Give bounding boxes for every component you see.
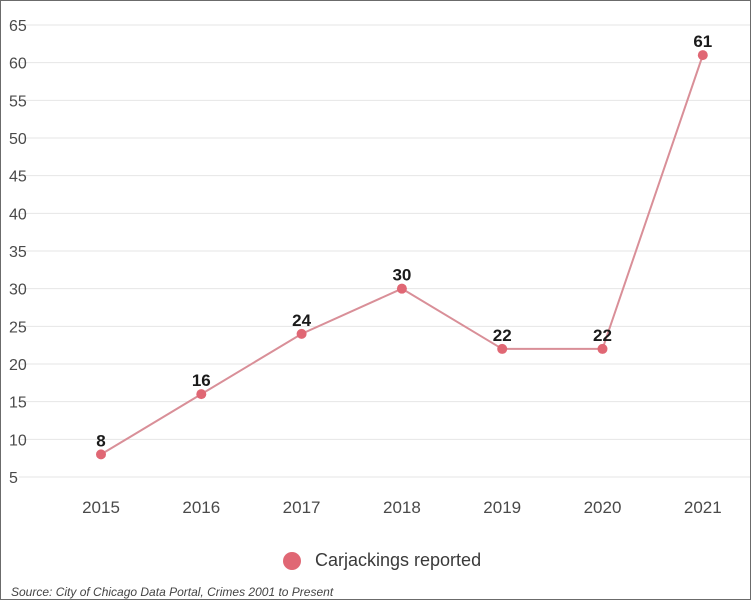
- y-tick-label: 35: [9, 244, 27, 261]
- y-tick-label: 45: [9, 169, 27, 186]
- series-line: [100, 54, 704, 456]
- x-tick-label: 2019: [483, 498, 521, 517]
- data-point: [296, 328, 307, 339]
- y-tick-label: 30: [9, 282, 27, 299]
- legend-label: Carjackings reported: [315, 550, 482, 570]
- data-label: 8: [96, 431, 105, 450]
- line-chart: 5 10 15 20 25 30 35 40 45 50 55 60 65 2015 2016 2017 201…: [9, 18, 750, 517]
- data-label: 24: [292, 311, 311, 330]
- source-note: Source: City of Chicago Data Portal, Cri…: [11, 585, 334, 599]
- x-tick-label: 2017: [283, 498, 321, 517]
- y-tick-label: 40: [9, 206, 27, 223]
- y-tick-label: 15: [9, 395, 27, 412]
- data-label: 30: [392, 266, 411, 285]
- y-tick-label: 10: [9, 432, 27, 449]
- x-tick-label: 2021: [684, 498, 722, 517]
- data-label: 61: [693, 32, 712, 51]
- x-tick-label: 2018: [383, 498, 421, 517]
- y-tick-label: 5: [9, 470, 18, 487]
- data-point: [697, 50, 708, 61]
- y-tick-label: 25: [9, 319, 27, 336]
- data-point: [396, 283, 407, 294]
- legend: Carjackings reported: [283, 550, 481, 571]
- x-tick-label: 2015: [82, 498, 120, 517]
- y-tick-label: 65: [9, 18, 27, 35]
- y-tick-label: 60: [9, 56, 27, 73]
- legend-swatch: [283, 551, 301, 570]
- data-label: 22: [593, 326, 612, 345]
- data-point: [597, 343, 608, 354]
- y-tick-label: 20: [9, 357, 27, 374]
- data-label: 16: [192, 371, 211, 390]
- data-point: [497, 343, 508, 354]
- x-tick-label: 2020: [584, 498, 622, 517]
- data-label: 22: [493, 326, 512, 345]
- x-tick-label: 2016: [182, 498, 220, 517]
- data-point: [96, 449, 106, 460]
- data-point: [196, 389, 207, 400]
- y-tick-label: 55: [9, 93, 27, 110]
- y-tick-label: 50: [9, 131, 27, 148]
